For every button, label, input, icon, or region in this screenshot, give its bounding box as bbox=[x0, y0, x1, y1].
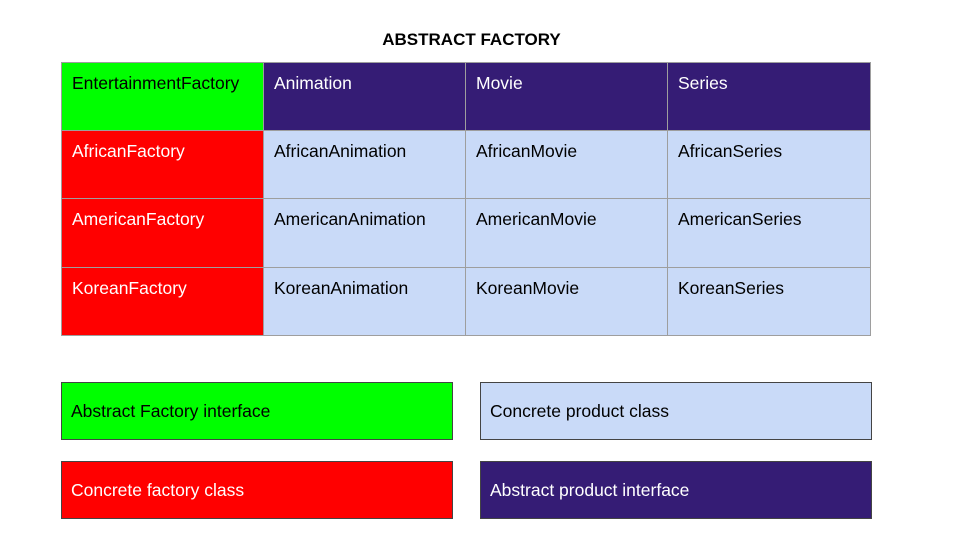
legend-concrete-product: Concrete product class bbox=[480, 382, 872, 440]
concrete-product-cell: AmericanMovie bbox=[466, 199, 668, 268]
abstract-factory-cell: EntertainmentFactory bbox=[61, 62, 264, 131]
legend-abstract-product: Abstract product interface bbox=[480, 461, 872, 519]
concrete-product-cell: KoreanAnimation bbox=[264, 268, 466, 336]
concrete-product-cell: AfricanSeries bbox=[668, 131, 871, 199]
abstract-product-cell-movie: Movie bbox=[466, 62, 668, 131]
concrete-product-cell: AfricanAnimation bbox=[264, 131, 466, 199]
legend-concrete-factory: Concrete factory class bbox=[61, 461, 453, 519]
concrete-factory-cell: AmericanFactory bbox=[61, 199, 264, 268]
concrete-factory-cell: AfricanFactory bbox=[61, 131, 264, 199]
abstract-product-cell-series: Series bbox=[668, 62, 871, 131]
concrete-product-cell: AmericanSeries bbox=[668, 199, 871, 268]
concrete-product-cell: AmericanAnimation bbox=[264, 199, 466, 268]
legend-abstract-factory: Abstract Factory interface bbox=[61, 382, 453, 440]
diagram-title: ABSTRACT FACTORY bbox=[382, 30, 561, 49]
concrete-product-cell: KoreanSeries bbox=[668, 268, 871, 336]
concrete-product-cell: KoreanMovie bbox=[466, 268, 668, 336]
concrete-factory-cell: KoreanFactory bbox=[61, 268, 264, 336]
factory-table: EntertainmentFactory Animation Movie Ser… bbox=[61, 62, 871, 336]
abstract-product-cell-animation: Animation bbox=[264, 62, 466, 131]
concrete-product-cell: AfricanMovie bbox=[466, 131, 668, 199]
